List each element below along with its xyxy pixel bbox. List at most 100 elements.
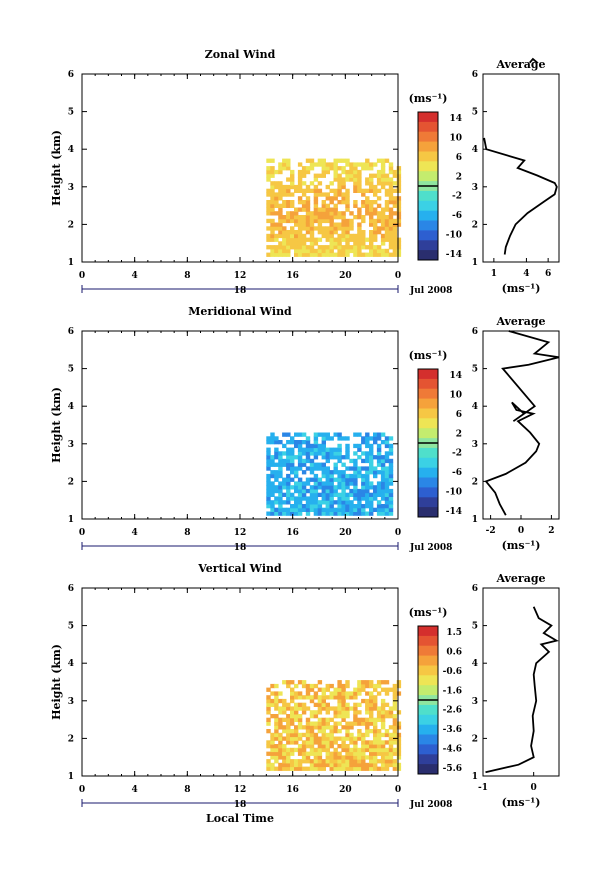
heatmap-cell bbox=[369, 188, 374, 193]
heatmap-cell bbox=[317, 173, 323, 178]
heatmap-cell bbox=[305, 766, 311, 771]
heatmap-cell bbox=[380, 762, 386, 768]
heatmap-cell bbox=[365, 252, 370, 257]
heatmap-cell bbox=[321, 759, 326, 764]
heatmap-cell bbox=[266, 751, 271, 756]
heatmap-cell bbox=[270, 762, 275, 768]
heatmap-cell bbox=[274, 729, 279, 734]
heatmap-cell bbox=[297, 188, 303, 193]
heatmap-cell bbox=[313, 695, 319, 700]
heatmap-cell bbox=[392, 691, 398, 696]
heatmap-cell bbox=[384, 702, 390, 707]
heatmap-cell bbox=[384, 496, 390, 501]
colorbar-swatch bbox=[418, 447, 438, 459]
heatmap-cell bbox=[313, 473, 319, 479]
heatmap-cell bbox=[365, 443, 370, 449]
heatmap-cell bbox=[333, 222, 338, 227]
heatmap-cell bbox=[278, 222, 283, 227]
heatmap-cell bbox=[353, 233, 358, 239]
heatmap-cell bbox=[396, 736, 402, 741]
heatmap-cell bbox=[313, 740, 319, 745]
heatmap-cell bbox=[297, 714, 303, 719]
heatmap-cell bbox=[286, 740, 291, 745]
profile-x-label: (ms⁻¹) bbox=[502, 282, 541, 295]
heatmap-cell bbox=[384, 751, 390, 756]
heatmap-cell bbox=[266, 717, 271, 722]
heatmap-cell bbox=[286, 714, 291, 719]
heatmap-cell bbox=[290, 732, 295, 738]
heatmap-cell bbox=[294, 252, 299, 257]
heatmap-cell bbox=[380, 466, 386, 471]
heatmap-cell bbox=[329, 447, 334, 452]
heatmap-cell bbox=[270, 222, 275, 227]
heatmap-cell bbox=[321, 252, 326, 257]
heatmap-cell bbox=[290, 177, 295, 182]
heatmap-cell bbox=[301, 169, 307, 175]
heatmap-cell bbox=[286, 248, 291, 254]
heatmap-cell bbox=[341, 511, 346, 516]
heatmap-cell bbox=[301, 200, 307, 205]
heatmap-cell bbox=[309, 158, 315, 163]
heatmap-cell bbox=[305, 218, 311, 224]
y-tick-label: 4 bbox=[68, 659, 74, 669]
heatmap-cell bbox=[345, 500, 350, 505]
heatmap-cell bbox=[361, 732, 366, 738]
heatmap-cell bbox=[353, 485, 358, 490]
heatmap-cell bbox=[353, 215, 358, 220]
heatmap-cell bbox=[388, 466, 394, 471]
heatmap-cell bbox=[380, 477, 386, 482]
heatmap-cell bbox=[361, 755, 366, 760]
heatmap-cell bbox=[290, 211, 295, 216]
heatmap-cell bbox=[357, 233, 362, 239]
heatmap-cell bbox=[309, 725, 315, 730]
profile-x-tick-label: 0 bbox=[531, 783, 537, 793]
heatmap-cell bbox=[266, 211, 271, 216]
profile-y-tick-label: 3 bbox=[472, 697, 478, 707]
heatmap-cell bbox=[270, 230, 275, 235]
heatmap-cell bbox=[301, 241, 307, 246]
heatmap-cell bbox=[297, 695, 303, 700]
heatmap-cell bbox=[333, 755, 338, 760]
heatmap-cell bbox=[274, 252, 279, 257]
heatmap-cell bbox=[297, 766, 303, 771]
heatmap-cell bbox=[392, 687, 398, 692]
heatmap-cell bbox=[270, 458, 275, 464]
heatmap-cell bbox=[341, 698, 346, 704]
heatmap-cell bbox=[345, 248, 350, 254]
colorbar-swatch bbox=[418, 240, 438, 251]
heatmap-cell bbox=[376, 717, 382, 722]
heatmap-cell bbox=[325, 215, 330, 220]
heatmap-cell bbox=[270, 196, 275, 201]
heatmap-cell bbox=[357, 443, 362, 449]
heatmap-cell bbox=[278, 511, 283, 516]
heatmap-cell bbox=[361, 458, 366, 464]
heatmap-cell bbox=[365, 504, 370, 509]
heatmap-cell bbox=[345, 725, 350, 730]
heatmap-cell bbox=[392, 196, 398, 201]
heatmap-cell bbox=[353, 714, 358, 719]
heatmap-cell bbox=[349, 466, 354, 471]
heatmap-cell bbox=[286, 162, 291, 167]
heatmap-cell bbox=[384, 237, 390, 242]
heatmap-cell bbox=[376, 181, 382, 186]
heatmap-cell bbox=[396, 203, 402, 208]
heatmap-cell bbox=[353, 702, 358, 707]
heatmap-cell bbox=[305, 166, 311, 171]
heatmap-cell bbox=[329, 736, 334, 741]
heatmap-cell bbox=[282, 729, 287, 734]
heatmap-cell bbox=[313, 481, 319, 486]
heatmap-cell bbox=[270, 488, 275, 494]
heatmap-cell bbox=[357, 511, 362, 516]
heatmap-cell bbox=[321, 732, 326, 738]
heatmap-cell bbox=[365, 188, 370, 193]
heatmap-cell bbox=[270, 714, 275, 719]
heatmap-cell bbox=[380, 687, 386, 692]
heatmap-cell bbox=[373, 683, 378, 689]
heatmap-cell bbox=[329, 485, 334, 490]
heatmap-cell bbox=[317, 181, 323, 186]
heatmap-cell bbox=[337, 698, 342, 704]
colorbar-tick-label: -10 bbox=[446, 231, 462, 241]
heatmap-cell bbox=[282, 725, 287, 730]
heatmap-cell bbox=[286, 488, 291, 494]
